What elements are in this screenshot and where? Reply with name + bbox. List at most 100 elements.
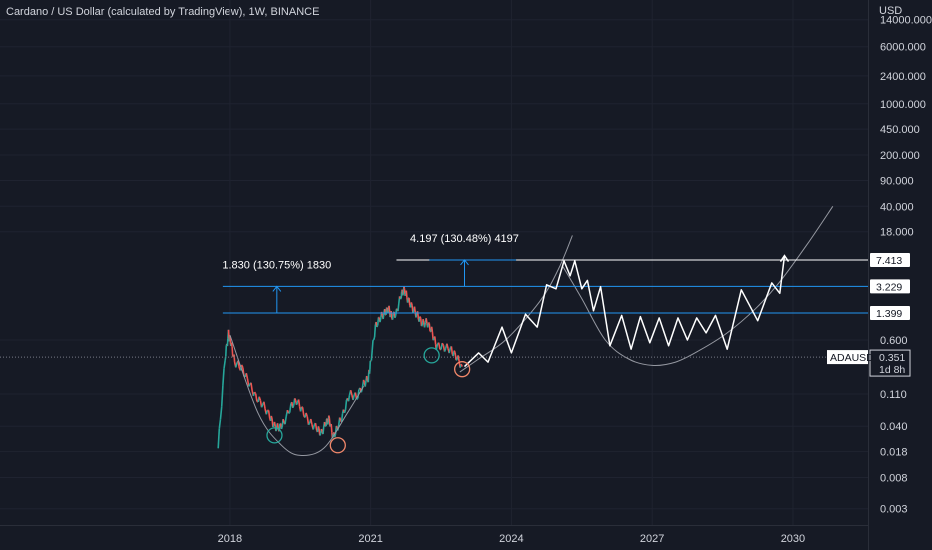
price-candle: [400, 291, 403, 299]
price-candle: [446, 343, 449, 349]
price-candle: [357, 389, 360, 399]
price-candle: [330, 423, 333, 433]
current-price-tag: [869, 349, 911, 377]
price-candle: [443, 348, 447, 352]
price-candle: [233, 354, 236, 362]
y-axis-unit: USD: [879, 5, 902, 17]
price-candle: [421, 324, 423, 327]
price-candle: [371, 340, 374, 351]
y-tick-label: 2400.000: [880, 71, 926, 83]
price-candle: [273, 421, 277, 427]
price-candle: [217, 428, 221, 449]
y-tick-label: 450.000: [880, 124, 920, 136]
symbol-tag: [827, 350, 868, 365]
price-candle: [388, 305, 391, 312]
price-candle: [317, 426, 320, 429]
x-tick-label: 2018: [218, 533, 242, 545]
price-candle: [301, 407, 305, 416]
price-candle: [373, 336, 376, 341]
y-tick-label: 0.018: [880, 447, 908, 459]
price-candle: [352, 394, 355, 401]
price-candle: [397, 303, 400, 312]
bottom-circle-marker: [266, 427, 283, 444]
price-candle: [254, 393, 258, 402]
price-candle: [340, 413, 344, 422]
countdown-label: 1d 8h: [879, 364, 905, 376]
level-tag: [870, 252, 910, 267]
price-candle: [297, 399, 301, 407]
price-candle: [292, 405, 295, 409]
bottom-circle-marker: [423, 347, 440, 364]
price-candle: [306, 416, 310, 425]
price-candle: [314, 422, 318, 431]
y-tick-label: 0.040: [880, 421, 908, 433]
price-candle: [402, 293, 405, 296]
price-candle: [349, 390, 353, 396]
price-candle: [247, 383, 251, 387]
price-candle: [380, 311, 384, 316]
price-candle: [412, 310, 415, 314]
y-tick-label: 14000.000: [880, 15, 932, 27]
price-candle: [376, 324, 379, 328]
price-candle: [364, 380, 367, 387]
price-candle: [270, 415, 273, 420]
price-candle: [295, 401, 299, 406]
price-candle: [415, 313, 418, 318]
price-candle: [450, 346, 454, 355]
price-candle: [427, 321, 430, 324]
price-candle: [226, 338, 229, 347]
price-candle: [425, 318, 428, 324]
price-candle: [253, 391, 257, 395]
price-candle: [245, 373, 249, 380]
price-candle: [282, 418, 285, 423]
bottom-circle-marker: [454, 361, 471, 378]
x-tick-label: 2030: [781, 533, 805, 545]
measure-arrow: [272, 285, 282, 292]
price-candle: [307, 422, 311, 426]
price-candle: [263, 401, 266, 410]
x-tick-label: 2027: [640, 533, 664, 545]
price-candle: [329, 424, 332, 427]
price-candle: [422, 319, 425, 323]
price-candle: [235, 362, 238, 368]
price-candle: [453, 350, 456, 353]
price-candle: [416, 311, 420, 320]
price-candle: [333, 434, 337, 438]
level-tag-label: 7.413: [876, 255, 902, 267]
level-tag: [870, 279, 910, 294]
price-candle: [408, 297, 411, 306]
current-price-label: 0.351: [879, 352, 905, 364]
grid-lines: [0, 0, 869, 550]
cup-curve: [229, 334, 365, 457]
price-candle: [394, 315, 397, 319]
y-tick-label: 200.000: [880, 150, 920, 162]
price-candle: [280, 425, 284, 430]
price-candle: [413, 306, 416, 313]
projection-arrow: [779, 254, 790, 263]
price-candle: [373, 324, 377, 338]
price-candle: [322, 426, 325, 435]
price-candle: [362, 379, 366, 383]
y-tick-label: 0.600: [880, 335, 908, 347]
price-candle: [454, 352, 457, 361]
y-tick-label: 90.000: [880, 175, 914, 187]
level-tag: [870, 306, 910, 321]
price-candle: [250, 382, 253, 392]
price-candle: [379, 317, 382, 323]
y-tick-label: 40.000: [880, 201, 914, 213]
price-candle: [231, 346, 234, 357]
time-axis: 2018 2021 2024 2027 2030: [218, 533, 806, 545]
level-tag-label: 1.399: [876, 308, 902, 320]
price-candle: [423, 322, 427, 328]
price-candle: [222, 368, 225, 386]
projection-path: [463, 254, 790, 368]
price-candle: [403, 286, 406, 289]
price-candle: [320, 428, 323, 432]
price-candle: [288, 403, 292, 413]
price-candle: [391, 312, 395, 320]
price-candle: [319, 433, 322, 436]
price-candle: [220, 385, 224, 407]
horizontal-levels: [0, 259, 868, 358]
